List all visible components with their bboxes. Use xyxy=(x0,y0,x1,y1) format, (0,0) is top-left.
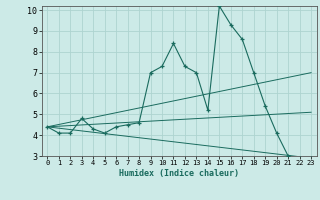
X-axis label: Humidex (Indice chaleur): Humidex (Indice chaleur) xyxy=(119,169,239,178)
